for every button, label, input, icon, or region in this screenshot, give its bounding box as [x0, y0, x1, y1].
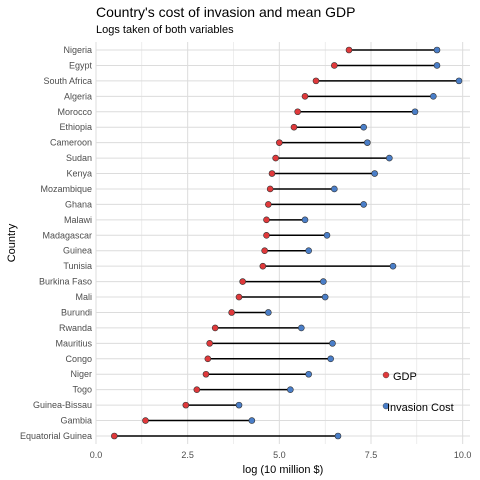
gdp-point	[266, 185, 274, 193]
grid-layer	[95, 42, 470, 444]
country-label: Ghana	[65, 199, 92, 209]
legend-label: GDP	[393, 371, 417, 383]
gdp-point	[228, 309, 235, 316]
country-label: Ethiopia	[59, 122, 92, 132]
gdp-point	[263, 231, 270, 239]
country-label: Tunisia	[63, 261, 92, 271]
x-tick-label: 10.0	[454, 450, 472, 460]
chart-title: Country's cost of invasion and mean GDP	[96, 4, 356, 20]
invasion-cost-point	[455, 77, 463, 85]
country-label: Equatorial Guinea	[20, 431, 92, 441]
country-label: Mozambique	[40, 184, 92, 194]
labels-layer: 0.0 2.5 5.0 7.5 10.0 Nigeria Egypt South Africa…	[20, 45, 471, 460]
gdp-point	[331, 62, 338, 69]
gdp-point	[182, 401, 190, 409]
invasion-cost-point	[248, 417, 256, 424]
points-layer	[111, 46, 463, 440]
invasion-cost-point	[430, 93, 437, 100]
country-label: Gambia	[60, 416, 92, 426]
invasion-cost-point	[265, 309, 272, 316]
gdp-point	[294, 108, 301, 116]
gdp-point	[312, 77, 320, 85]
x-tick-label: 7.5	[365, 450, 378, 460]
gdp-point	[272, 154, 279, 162]
x-axis-title: log (10 million $)	[243, 464, 324, 476]
gdp-point	[111, 432, 118, 440]
gdp-point	[301, 93, 309, 100]
country-label: Nigeria	[63, 45, 92, 55]
gdp-point	[259, 262, 267, 270]
invasion-cost-point	[411, 108, 419, 116]
y-axis-title: Country	[6, 223, 18, 262]
invasion-cost-point	[371, 170, 378, 177]
invasion-cost-point	[298, 324, 305, 332]
invasion-cost-point	[305, 370, 312, 378]
x-tick-label: 0.0	[90, 450, 103, 460]
invasion-cost-point	[433, 46, 441, 54]
invasion-cost-point	[301, 216, 309, 224]
segments-layer	[114, 49, 459, 437]
gdp-point	[265, 201, 272, 208]
country-label: Morocco	[57, 107, 92, 117]
legend-marker	[382, 402, 390, 410]
invasion-cost-point	[331, 185, 338, 193]
invasion-cost-point	[321, 293, 329, 301]
invasion-cost-point	[305, 247, 312, 255]
invasion-cost-point	[287, 386, 294, 393]
invasion-cost-point	[320, 278, 327, 285]
legend: GDP Invasion Cost	[382, 371, 454, 414]
invasion-cost-point	[235, 401, 243, 409]
country-label: Sudan	[66, 153, 92, 163]
x-tick-label: 2.5	[181, 450, 194, 460]
gdp-point	[239, 278, 246, 285]
country-label: Malawi	[64, 215, 92, 225]
invasion-cost-point	[389, 262, 397, 270]
invasion-cost-point	[360, 123, 367, 131]
gdp-point	[276, 139, 283, 146]
country-label: South Africa	[43, 76, 92, 86]
gdp-point	[290, 123, 298, 131]
invasion-cost-point	[433, 62, 441, 69]
country-label: Guinea	[63, 246, 92, 256]
gdp-point	[193, 386, 201, 393]
gdp-point	[202, 370, 210, 378]
country-label: Algeria	[64, 91, 92, 101]
invasion-cost-point	[364, 139, 371, 146]
invasion-cost-point	[334, 432, 342, 440]
gdp-point	[261, 247, 268, 255]
x-tick-label: 5.0	[273, 450, 286, 460]
invasion-cost-point	[323, 231, 331, 239]
invasion-cost-point	[327, 355, 334, 363]
gdp-point	[268, 170, 276, 177]
country-label: Guinea-Bissau	[33, 400, 92, 410]
invasion-cost-point	[386, 154, 393, 162]
country-label: Niger	[70, 369, 92, 379]
chart-subtitle: Logs taken of both variables	[96, 24, 234, 36]
gdp-point	[211, 324, 219, 332]
country-label: Burkina Faso	[39, 277, 92, 287]
gdp-point	[235, 293, 243, 301]
country-label: Togo	[72, 385, 92, 395]
country-label: Kenya	[66, 169, 92, 179]
legend-marker	[382, 371, 390, 379]
country-label: Madagascar	[42, 230, 92, 240]
gdp-point	[206, 340, 213, 347]
invasion-cost-point	[329, 340, 336, 347]
legend-label: Invasion Cost	[387, 402, 454, 414]
country-label: Rwanda	[59, 323, 92, 333]
gdp-point	[204, 355, 212, 363]
country-label: Egypt	[69, 60, 93, 70]
country-label: Mali	[75, 292, 92, 302]
invasion-cost-point	[360, 201, 367, 208]
gdp-point	[263, 216, 270, 224]
country-label: Congo	[65, 354, 92, 364]
country-label: Mauritius	[55, 338, 92, 348]
country-label: Burundi	[61, 307, 92, 317]
gdp-point	[345, 46, 353, 54]
country-label: Cameroon	[50, 138, 92, 148]
gdp-point	[142, 417, 149, 424]
